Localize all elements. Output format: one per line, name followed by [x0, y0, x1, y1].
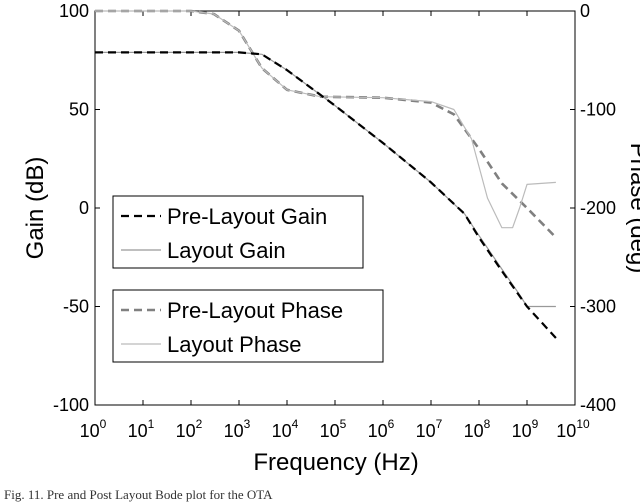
x-tick-label: 106 [368, 417, 395, 441]
figure-caption: Fig. 11. Pre and Post Layout Bode plot f… [4, 487, 273, 502]
x-tick-label: 102 [176, 417, 203, 441]
y-right-tick-label: -200 [580, 198, 616, 218]
y-left-tick-label: -50 [63, 297, 89, 317]
x-tick-label: 107 [416, 417, 443, 441]
legend-label: Pre-Layout Gain [167, 204, 327, 229]
y-left-tick-label: 50 [69, 100, 89, 120]
x-tick-label: 101 [128, 417, 155, 441]
x-axis-label: Frequency (Hz) [253, 449, 418, 476]
legend-label: Layout Phase [167, 332, 302, 357]
x-tick-label: 1010 [556, 417, 590, 441]
series-pre-layout-gain [95, 51, 557, 339]
y-right-tick-label: -300 [580, 297, 616, 317]
x-tick-label: 108 [464, 417, 491, 441]
legend-label: Pre-Layout Phase [167, 298, 343, 323]
series-layout-phase [95, 10, 556, 229]
x-tick-label: 109 [512, 417, 539, 441]
y-left-tick-label: 100 [59, 1, 89, 21]
y-right-tick-label: -100 [580, 100, 616, 120]
y-left-tick-label: 0 [79, 198, 89, 218]
y-right-tick-label: -400 [580, 395, 616, 415]
y-right-tick-label: 0 [580, 1, 590, 21]
legend-box [112, 289, 384, 363]
x-tick-label: 103 [224, 417, 251, 441]
y-left-tick-label: -100 [53, 395, 89, 415]
y-left-axis-label: Gain (dB) [22, 157, 49, 260]
bode-plot: 100 101 102 103 104 105 106 107 108 109 1010 100 50 0… [22, 1, 640, 476]
x-tick-label: 105 [320, 417, 347, 441]
y-right-axis-label: Phase (deg) [625, 143, 640, 274]
legend-label: Layout Gain [167, 238, 286, 263]
x-tick-label: 104 [272, 417, 299, 441]
x-tick-label: 100 [80, 417, 107, 441]
legend-box [112, 195, 364, 269]
